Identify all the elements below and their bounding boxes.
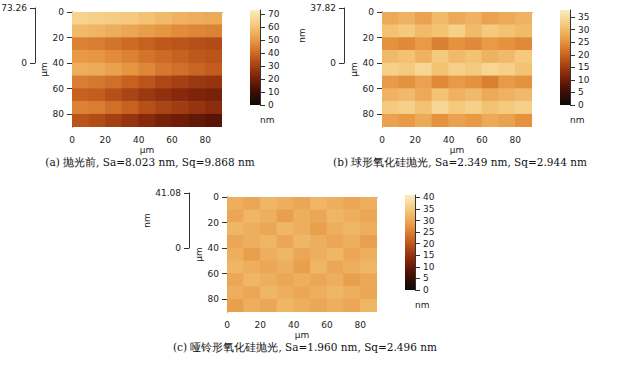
svg-text:0: 0 [268,100,274,110]
svg-text:(c) 哑铃形氧化硅抛光, Sa=1.960 nm, Sq=: (c) 哑铃形氧化硅抛光, Sa=1.960 nm, Sq=2.496 nm [173,341,437,353]
svg-text:10: 10 [268,87,280,97]
svg-text:80: 80 [208,294,220,304]
svg-text:40: 40 [288,320,300,330]
svg-text:10: 10 [423,262,435,272]
svg-text:20: 20 [363,33,375,43]
svg-text:40: 40 [268,48,280,58]
svg-text:10: 10 [578,75,590,85]
svg-text:40: 40 [443,135,455,145]
svg-text:15: 15 [578,62,589,72]
svg-text:5: 5 [423,273,429,283]
svg-text:41.08: 41.08 [155,188,181,198]
svg-text:20: 20 [423,239,435,249]
svg-text:20: 20 [268,74,280,84]
svg-text:0: 0 [423,285,429,295]
svg-text:60: 60 [363,84,375,94]
svg-text:nm: nm [260,115,274,125]
svg-text:70: 70 [268,9,280,19]
svg-text:nm: nm [570,115,584,125]
svg-text:20: 20 [578,50,590,60]
svg-text:40: 40 [208,243,220,253]
svg-text:0: 0 [213,192,219,202]
svg-text:20: 20 [410,135,422,145]
svg-text:40: 40 [363,58,375,68]
svg-text:15: 15 [423,250,434,260]
svg-text:nm: nm [297,28,307,42]
svg-text:20: 20 [208,218,220,228]
svg-text:80: 80 [200,135,212,145]
svg-text:60: 60 [321,320,333,330]
svg-text:37.82: 37.82 [310,3,336,13]
svg-text:0: 0 [368,7,374,17]
svg-text:μm: μm [194,247,204,262]
svg-text:0: 0 [379,135,385,145]
svg-text:60: 60 [53,84,65,94]
svg-text:40: 40 [53,58,65,68]
svg-text:nm: nm [142,213,152,227]
svg-text:(b) 球形氧化硅抛光, Sa=2.349 nm, Sq=2: (b) 球形氧化硅抛光, Sa=2.349 nm, Sq=2.944 nm [333,156,587,168]
svg-text:μm: μm [349,62,359,77]
svg-text:30: 30 [423,216,435,226]
svg-text:25: 25 [423,227,434,237]
svg-text:80: 80 [53,109,65,119]
svg-text:80: 80 [510,135,522,145]
svg-text:40: 40 [423,192,435,202]
svg-text:μm: μm [450,145,465,155]
svg-text:50: 50 [268,35,280,45]
svg-text:0: 0 [224,320,230,330]
svg-text:0: 0 [69,135,75,145]
svg-text:20: 20 [100,135,112,145]
svg-text:80: 80 [355,320,367,330]
svg-text:30: 30 [268,61,280,71]
svg-text:80: 80 [363,109,375,119]
svg-text:35: 35 [578,12,589,22]
svg-text:0: 0 [21,58,27,68]
svg-text:0: 0 [578,100,584,110]
svg-text:60: 60 [166,135,178,145]
svg-text:μm: μm [295,330,310,340]
svg-text:(a) 抛光前, Sa=8.023 nm, Sq=9.868: (a) 抛光前, Sa=8.023 nm, Sq=9.868 nm [45,156,254,168]
svg-text:nm: nm [415,300,429,310]
svg-text:40: 40 [133,135,145,145]
svg-text:60: 60 [268,22,280,32]
svg-text:25: 25 [578,37,589,47]
svg-text:20: 20 [53,33,65,43]
svg-text:60: 60 [208,269,220,279]
svg-text:60: 60 [476,135,488,145]
svg-text:0: 0 [58,7,64,17]
svg-text:μm: μm [140,145,155,155]
svg-text:35: 35 [423,204,434,214]
svg-text:μm: μm [39,62,49,77]
svg-text:0: 0 [330,58,336,68]
svg-text:20: 20 [255,320,267,330]
svg-text:73.26: 73.26 [1,3,27,13]
svg-text:5: 5 [578,87,584,97]
svg-text:30: 30 [578,25,590,35]
svg-text:0: 0 [175,243,181,253]
